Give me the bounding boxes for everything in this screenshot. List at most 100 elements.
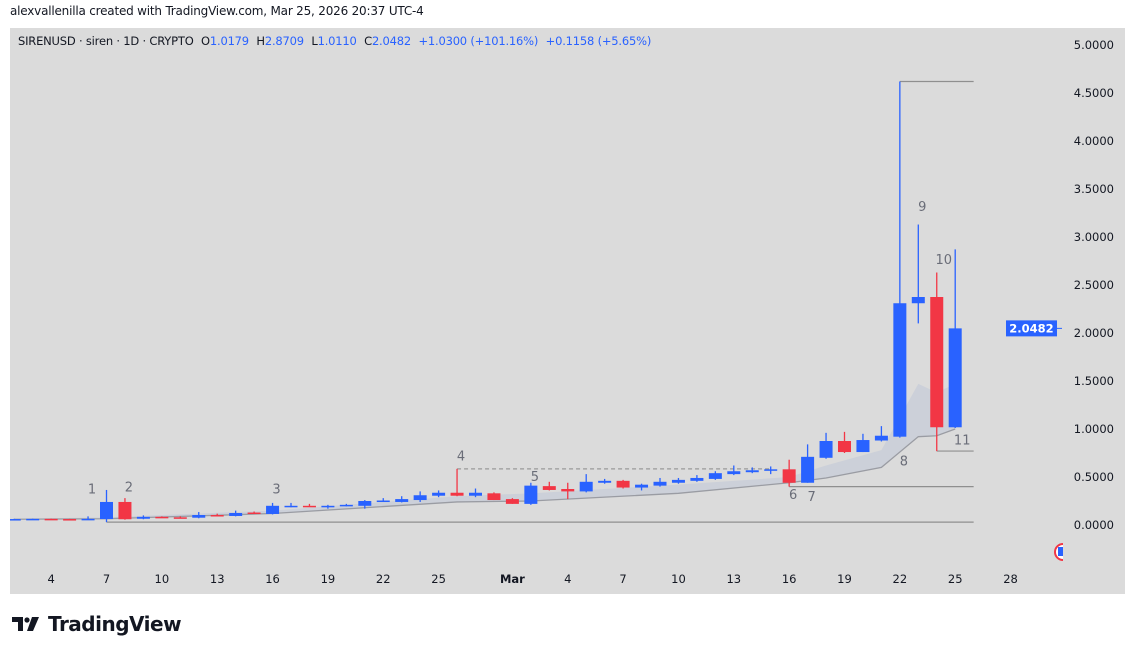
candle-body: [524, 485, 538, 504]
candle: [247, 511, 261, 515]
level-lines: [106, 80, 974, 523]
candle: [155, 516, 169, 519]
candle: [653, 477, 667, 487]
candle: [210, 513, 224, 517]
candle: [561, 482, 575, 500]
time-tick-label: 28: [1003, 572, 1018, 586]
candle-body: [874, 435, 888, 441]
low-label: L: [311, 34, 318, 48]
candle: [893, 81, 907, 438]
candle-body: [782, 469, 796, 483]
candle-body: [838, 441, 851, 453]
symbol-name[interactable]: SIRENUSD · siren · 1D · CRYPTO: [18, 34, 194, 48]
candle: [524, 482, 538, 505]
candle: [10, 518, 21, 521]
open-value: 1.0179: [209, 34, 249, 48]
annotation-label: 6: [789, 488, 797, 503]
candle: [395, 496, 409, 503]
price-tick-label: 4.0000: [1074, 134, 1114, 148]
candle-body: [63, 519, 77, 521]
candle: [505, 498, 519, 504]
candle: [911, 224, 925, 324]
high-label: H: [256, 34, 265, 48]
candles: [10, 81, 962, 523]
candle: [358, 500, 372, 509]
candle-body: [598, 480, 612, 483]
candle: [819, 432, 833, 459]
candle-body: [302, 505, 316, 508]
candle: [118, 498, 132, 520]
candle: [339, 503, 353, 507]
tradingview-logo[interactable]: TradingView: [12, 612, 182, 636]
band-lower-line: [14, 428, 956, 520]
candle: [63, 518, 77, 521]
last-price-badge-bg: [1006, 320, 1057, 337]
price-tick-label: 0.5000: [1074, 470, 1114, 484]
candle-body: [505, 499, 519, 504]
time-tick-label: 4: [564, 572, 571, 586]
time-axis: 4 7 10 13 16 19 22 25 Mar 4 7 10 13 16 19 22 25 28: [47, 572, 1017, 586]
indicator-band: [14, 383, 956, 520]
candle: [321, 504, 335, 509]
last-price-label: 2.0482: [1009, 321, 1053, 335]
annotation-label: 5: [531, 470, 539, 485]
candle-body: [727, 471, 741, 475]
annotations: 1 2 3 4 5 6 7 8 9 10 11: [88, 200, 971, 505]
candle: [930, 272, 944, 452]
candle-body: [173, 517, 187, 519]
candle: [764, 466, 778, 475]
candle-body: [911, 297, 925, 304]
time-tick-label: 22: [893, 572, 908, 586]
change2-value: +0.1158 (+5.65%): [545, 34, 652, 48]
candle-body: [339, 504, 353, 507]
candle: [579, 474, 593, 493]
calendar-events-icon[interactable]: [1054, 540, 1075, 564]
price-tick-label: 4.5000: [1074, 86, 1114, 100]
candle: [745, 467, 759, 474]
price-tick-label: 1.0000: [1074, 422, 1114, 436]
change-value: +1.0300 (+101.16%): [418, 34, 539, 48]
close-value: 2.0482: [371, 34, 411, 48]
price-tick-label: 3.5000: [1074, 182, 1114, 196]
time-tick-label: 7: [103, 572, 110, 586]
candle-body: [136, 516, 150, 519]
price-axis: 0.0000 0.5000 1.0000 1.5000 2.0000 2.5000 3.00…: [1074, 38, 1114, 532]
time-tick-label: 16: [265, 572, 280, 586]
time-tick-label: 10: [671, 572, 686, 586]
candle: [26, 518, 40, 521]
annotation-label: 9: [918, 200, 926, 215]
candle-body: [266, 505, 280, 514]
price-tick-label: 0.0000: [1074, 518, 1114, 532]
annotation-label: 2: [125, 480, 133, 495]
candle-body: [671, 479, 685, 483]
candle: [173, 516, 187, 519]
candle: [542, 481, 556, 491]
candle-body: [100, 501, 113, 520]
candle-body: [635, 484, 649, 488]
candle: [856, 433, 870, 453]
price-tick-label: 2.0000: [1074, 326, 1114, 340]
candle-body: [229, 513, 243, 516]
annotation-label: 7: [807, 490, 815, 505]
candle: [413, 491, 427, 502]
low-value: 1.0110: [317, 34, 357, 48]
time-tick-label: 7: [619, 572, 626, 586]
candle: [81, 516, 95, 521]
candle: [432, 490, 446, 498]
annotation-label: 10: [935, 253, 952, 268]
candle-body: [801, 456, 815, 483]
time-tick-label: 4: [47, 572, 54, 586]
close-label: C: [364, 34, 372, 48]
candle: [782, 459, 796, 487]
candle: [708, 471, 722, 480]
candle-body: [450, 492, 464, 496]
candle: [874, 426, 888, 442]
annotation-label: 8: [900, 454, 908, 469]
price-tick-label: 1.5000: [1074, 374, 1114, 388]
candle-body: [487, 493, 501, 501]
candle-body: [247, 512, 261, 515]
candle: [801, 444, 815, 483]
candle-body: [395, 499, 409, 502]
annotation-label: 1: [88, 482, 96, 497]
